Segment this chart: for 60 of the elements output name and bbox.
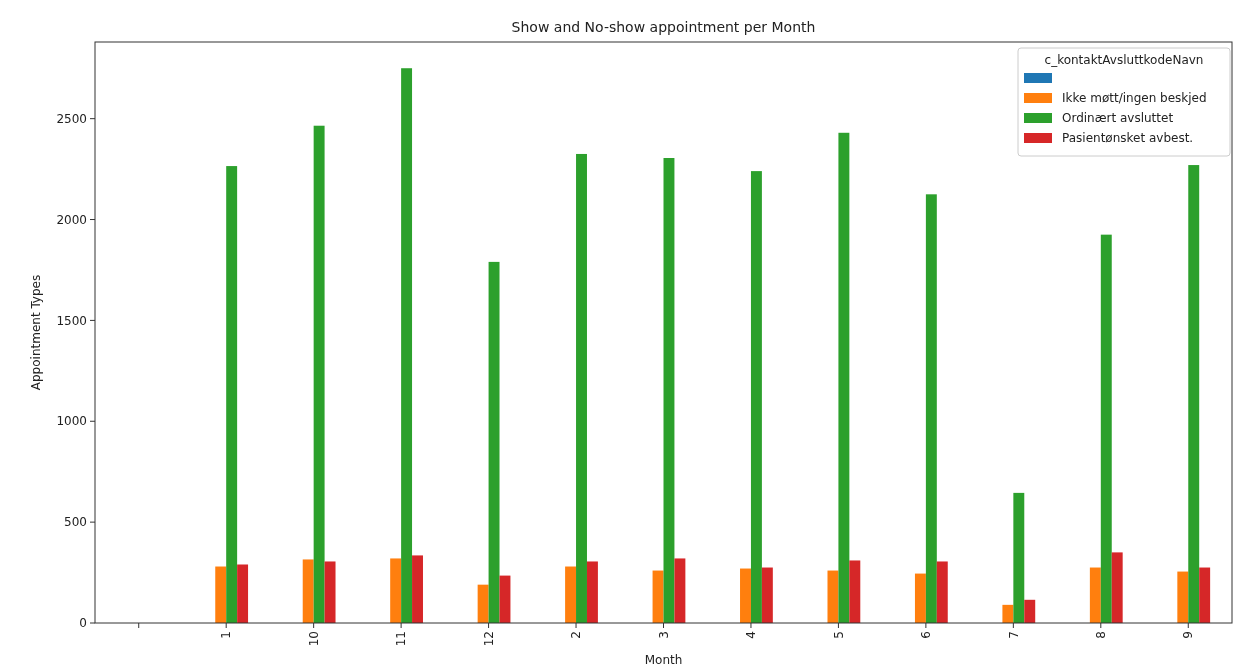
bar	[914, 573, 926, 623]
bar	[576, 153, 587, 623]
y-axis-title: Appointment Types	[29, 274, 43, 391]
bar	[1188, 165, 1200, 623]
bar	[586, 561, 598, 623]
bar	[313, 125, 325, 623]
y-tick-label: 2000	[56, 212, 87, 227]
bar	[849, 560, 861, 623]
bar	[302, 559, 314, 623]
legend-label: Pasientønsket avbest.	[1062, 131, 1194, 146]
x-tick-label: 6	[919, 631, 934, 639]
x-tick-label: 9	[1181, 631, 1196, 639]
x-tick-label: 3	[656, 631, 671, 639]
bar	[412, 555, 423, 623]
x-tick-label: 5	[831, 631, 846, 639]
chart-title: Show and No-show appointment per Month	[511, 19, 816, 35]
bar	[663, 158, 675, 623]
bar	[827, 570, 839, 623]
bar	[1111, 552, 1123, 623]
bar	[652, 570, 664, 623]
bar	[936, 561, 948, 623]
bar	[1002, 604, 1014, 623]
legend-label: Ordinært avsluttet	[1062, 111, 1174, 126]
bar	[750, 171, 762, 623]
bar	[1024, 599, 1036, 623]
bar	[215, 566, 227, 623]
x-tick-label: 10	[306, 631, 321, 647]
bar	[674, 558, 686, 623]
y-tick-label: 0	[79, 616, 87, 631]
bar	[925, 194, 937, 623]
y-tick-label: 1000	[56, 414, 87, 429]
bar	[565, 566, 577, 623]
bar	[1089, 567, 1101, 623]
bar	[401, 68, 413, 623]
x-tick-label: 12	[481, 631, 496, 647]
x-tick-label: 1	[219, 631, 234, 639]
bar	[324, 561, 336, 623]
bar	[390, 558, 402, 623]
bar	[838, 132, 850, 623]
bar	[740, 568, 751, 623]
bar	[1013, 492, 1025, 623]
bar	[488, 261, 500, 623]
x-tick-label: 8	[1094, 631, 1109, 639]
legend-title: c_kontaktAvsluttkodeNavn	[1044, 53, 1204, 67]
x-tick-label: 2	[569, 631, 584, 639]
y-tick-label: 2500	[56, 111, 87, 126]
bar	[226, 166, 238, 623]
x-tick-label: 7	[1006, 631, 1021, 639]
y-tick-label: 500	[64, 515, 87, 530]
bar	[1177, 571, 1189, 623]
x-tick-label: 4	[744, 631, 759, 639]
bar	[237, 564, 249, 623]
x-axis-title: Month	[644, 653, 683, 666]
bar	[477, 584, 489, 623]
bar	[761, 567, 773, 623]
x-tick-label: 11	[394, 631, 409, 647]
bar	[1199, 567, 1211, 623]
y-tick-label: 1500	[56, 313, 87, 328]
bar	[1100, 234, 1112, 623]
legend-label: Ikke møtt/ingen beskjed	[1062, 91, 1207, 106]
